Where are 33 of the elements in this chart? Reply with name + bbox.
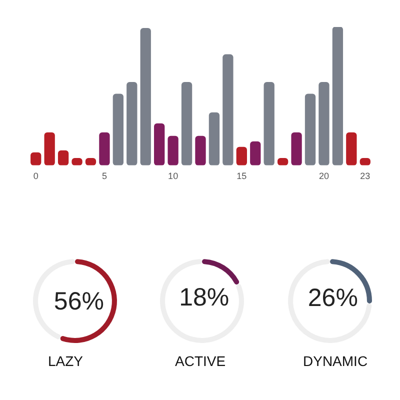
x-tick-label: 10 [168, 171, 178, 182]
bar [264, 82, 274, 166]
bar [168, 136, 178, 166]
data-label: 56% [54, 288, 104, 316]
bar [181, 82, 192, 166]
bar [99, 132, 110, 166]
data-label: 18% [179, 284, 230, 312]
bar [291, 132, 302, 166]
bar [154, 123, 165, 166]
bar [332, 27, 344, 166]
bar [195, 136, 206, 166]
text: DYNAMIC [303, 352, 368, 369]
bar [346, 132, 357, 166]
bar [126, 82, 138, 166]
bar [58, 150, 69, 166]
bar [222, 54, 234, 166]
bar [112, 94, 124, 166]
text: ACTIVE [175, 352, 226, 369]
bar [318, 82, 330, 166]
text: LAZY [48, 352, 84, 369]
x-tick-label: 20 [318, 171, 329, 182]
bar [304, 94, 316, 166]
x-tick-label: 15 [236, 171, 247, 182]
bar [30, 152, 42, 166]
bar [44, 132, 55, 166]
data-label: 26% [308, 284, 358, 312]
bar [208, 112, 220, 166]
x-tick-label: 0 [33, 171, 38, 182]
bar [236, 146, 247, 166]
x-tick-label: 5 [102, 171, 107, 182]
bar [250, 141, 261, 166]
x-tick-label: 23 [360, 171, 370, 182]
bar [140, 28, 151, 166]
